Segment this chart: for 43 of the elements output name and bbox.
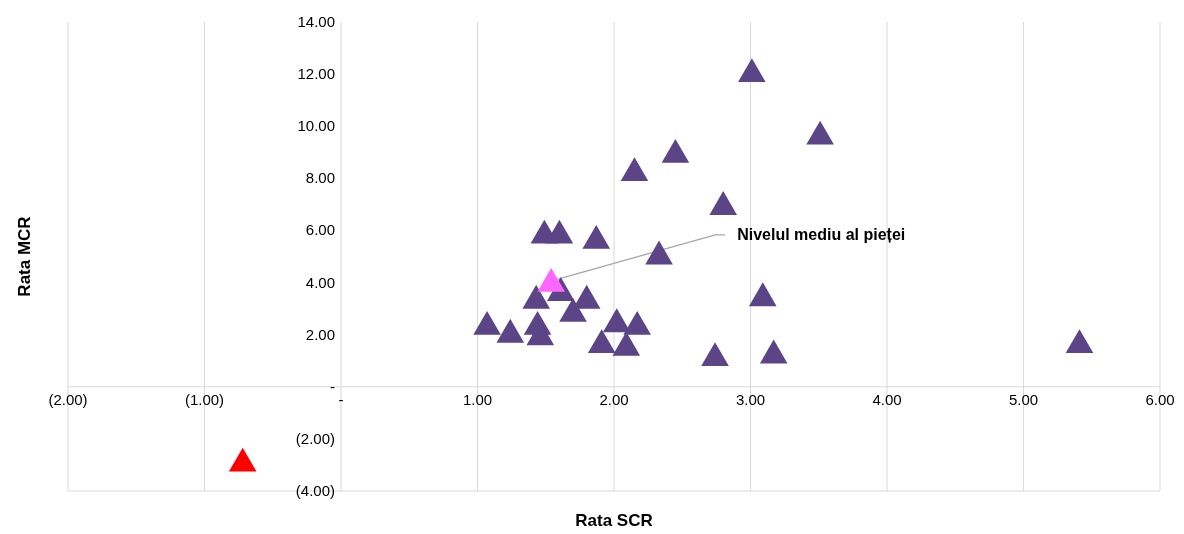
point (645, 240, 673, 265)
point (623, 310, 652, 335)
point (620, 157, 649, 182)
x-tick-label: (2.00) (48, 390, 88, 408)
y-tick-label: 10.00 (297, 117, 335, 135)
point (661, 138, 690, 163)
x-tick-label: 4.00 (872, 390, 902, 408)
point (559, 297, 587, 322)
x-axis-title: Rata SCR (575, 511, 653, 530)
y-tick-label: 2.00 (305, 325, 335, 343)
y-tick-label: (4.00) (295, 482, 335, 499)
y-tick-label: 14.00 (297, 13, 335, 30)
y-tick-label: 4.00 (305, 273, 335, 291)
x-tick-label: 6.00 (1145, 390, 1175, 408)
x-tick-label: 1.00 (462, 390, 493, 408)
point (602, 308, 631, 333)
x-tick-label: 5.00 (1008, 390, 1039, 408)
point (738, 58, 766, 83)
y-axis-title: Rata MCR (15, 216, 34, 297)
point (748, 282, 777, 307)
y-tick-label: 8.00 (305, 169, 335, 187)
point (587, 329, 616, 354)
point (545, 219, 574, 244)
annotation: Nivelul mediu al pieței (737, 225, 906, 243)
point (701, 342, 729, 367)
point (759, 339, 788, 364)
y-tick-label: 6.00 (305, 221, 335, 239)
point (582, 224, 611, 249)
point (537, 267, 566, 292)
point (806, 120, 834, 145)
point (612, 331, 641, 356)
point (496, 318, 525, 343)
x-tick-label: 2.00 (599, 390, 629, 408)
y-tick-label: 12.00 (297, 65, 335, 83)
point (473, 310, 501, 335)
y-tick-label: (2.00) (295, 429, 335, 447)
point (1065, 329, 1094, 354)
y-tick-label: - (330, 377, 335, 395)
x-tick-label: (1.00) (184, 390, 225, 408)
x-tick-label: 3.00 (735, 390, 766, 408)
point (228, 447, 257, 472)
point (709, 191, 737, 215)
point (522, 284, 550, 309)
